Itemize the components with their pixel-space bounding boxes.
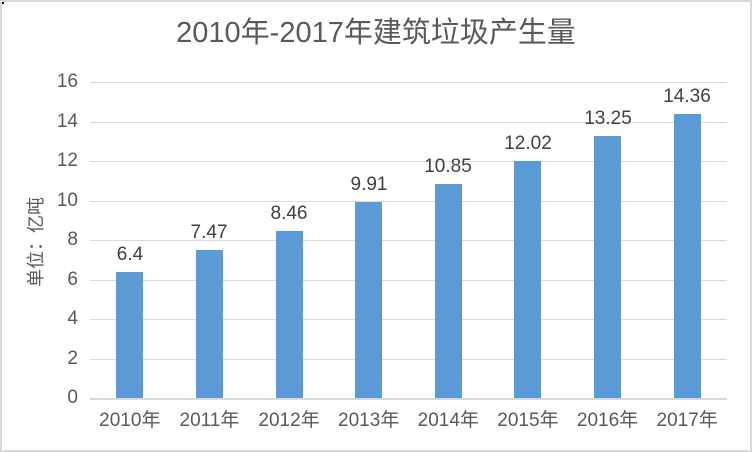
bar bbox=[196, 250, 223, 398]
gridline bbox=[90, 82, 727, 83]
gridline bbox=[90, 240, 727, 241]
gridline bbox=[90, 280, 727, 281]
y-tick-label: 8 bbox=[67, 229, 78, 250]
x-tick-label: 2011年 bbox=[179, 410, 240, 431]
bar-value-label: 12.02 bbox=[504, 133, 552, 154]
x-axis-tick-labels: 2010年 2011年 2012年 2013年 2014年 2015年 2016年 2017年 bbox=[90, 408, 727, 434]
y-tick-label: 10 bbox=[56, 190, 78, 211]
y-tick-label: 14 bbox=[56, 111, 78, 132]
bar-value-label: 14.36 bbox=[663, 86, 711, 107]
y-tick-label: 4 bbox=[67, 308, 78, 329]
bar bbox=[514, 161, 541, 398]
x-tick-label: 2010年 bbox=[99, 410, 161, 431]
y-tick-label: 2 bbox=[67, 348, 78, 369]
bar bbox=[355, 202, 382, 398]
corner-artifact bbox=[2, 2, 4, 4]
y-axis-tick-labels: 0 2 4 6 8 10 12 14 16 bbox=[32, 71, 78, 408]
bar-value-label: 7.47 bbox=[190, 222, 228, 243]
plot-area: 6.4 7.47 8.46 9.91 10.85 12.02 13.25 14.36 bbox=[90, 82, 727, 400]
y-tick-label: 12 bbox=[56, 150, 78, 171]
y-tick-label: 0 bbox=[67, 387, 78, 408]
bar bbox=[594, 136, 621, 398]
x-tick-label: 2015年 bbox=[497, 410, 559, 431]
gridline bbox=[90, 201, 727, 202]
y-tick-label: 6 bbox=[67, 269, 78, 290]
bar bbox=[435, 184, 462, 398]
bar-value-label: 9.91 bbox=[350, 174, 388, 195]
x-axis-line bbox=[90, 398, 727, 400]
x-tick-label: 2014年 bbox=[417, 410, 479, 431]
bar-value-label: 10.85 bbox=[424, 156, 472, 177]
bar bbox=[674, 114, 701, 398]
y-tick-label: 16 bbox=[56, 71, 78, 92]
x-tick-label: 2017年 bbox=[656, 410, 718, 431]
gridline bbox=[90, 319, 727, 320]
chart-title: 2010年-2017年建筑垃圾产生量 bbox=[176, 17, 576, 49]
bar-value-label: 6.4 bbox=[116, 244, 144, 265]
x-tick-label: 2013年 bbox=[338, 410, 400, 431]
bar bbox=[276, 231, 303, 398]
gridline bbox=[90, 161, 727, 162]
bar-value-label: 8.46 bbox=[270, 203, 308, 224]
bar bbox=[116, 272, 143, 398]
gridline bbox=[90, 359, 727, 360]
gridline bbox=[90, 122, 727, 123]
x-tick-label: 2016年 bbox=[576, 410, 639, 431]
x-tick-label: 2012年 bbox=[258, 410, 320, 431]
bar-value-label: 13.25 bbox=[584, 108, 632, 129]
